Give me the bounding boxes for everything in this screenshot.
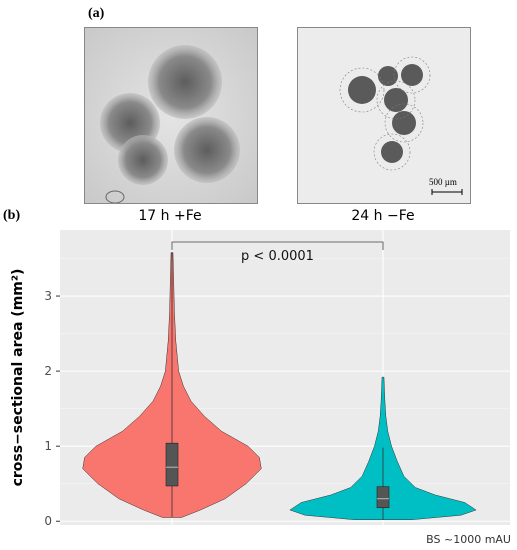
micrograph-24h-minus-fe: 500 µm <box>297 27 471 204</box>
y-tick-label: 2 <box>44 364 52 378</box>
panel-b-label: (b) <box>3 208 21 223</box>
caption-17h-fe: 17 h +Fe <box>138 208 202 224</box>
panel-a-label: (a) <box>88 6 105 21</box>
y-tick-label: 0 <box>44 514 52 528</box>
box-1 <box>165 442 179 487</box>
scale-bar-label: 500 µm <box>429 177 457 187</box>
caption-24h-minus-fe: 24 h −Fe <box>351 208 415 224</box>
y-tick-label: 3 <box>44 289 52 303</box>
micrograph-17h-fe <box>84 27 258 204</box>
box-2 <box>376 486 390 509</box>
significance-bracket <box>171 241 384 251</box>
violin-chart: 0 1 2 3 p < 0.0001 cross−sectional area (mm²) <box>10 230 510 528</box>
significance-label: p < 0.0001 <box>241 249 314 264</box>
y-axis-label: cross−sectional area (mm²) <box>10 269 26 487</box>
footer-note: BS ~1000 mAU <box>426 533 511 546</box>
y-tick-label: 1 <box>44 439 52 453</box>
